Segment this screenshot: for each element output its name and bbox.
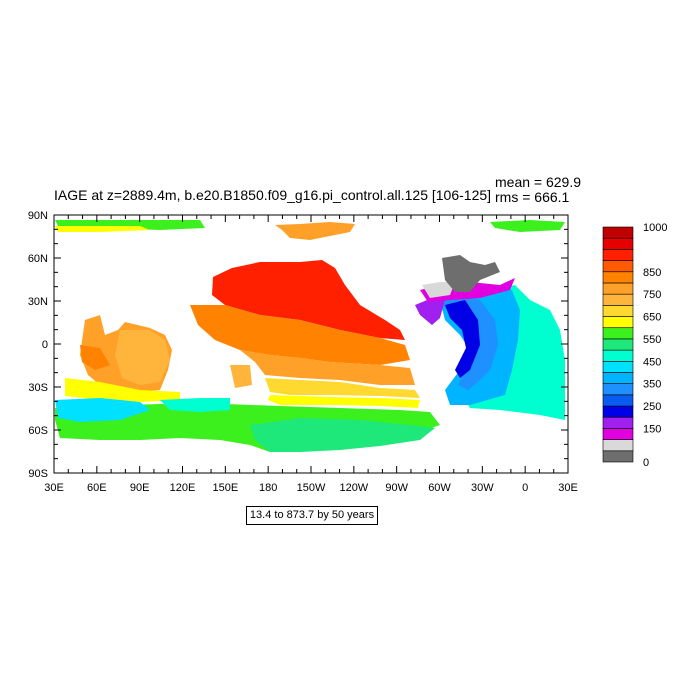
colorbar-label: 450 — [643, 356, 661, 368]
colorbar-box — [602, 327, 634, 340]
colorbar-box — [602, 372, 634, 384]
x-tick-label: 90E — [130, 482, 150, 494]
colorbar-box — [602, 226, 634, 239]
ocean-region — [250, 418, 435, 452]
x-tick-label: 30E — [44, 482, 64, 494]
colorbar-box — [602, 260, 634, 273]
ocean-region — [442, 255, 500, 292]
colorbar-box — [602, 360, 634, 373]
colorbar-box — [602, 416, 634, 429]
colorbar-box — [602, 428, 634, 440]
colorbar-label: 350 — [643, 379, 661, 391]
rms-value: rms = 666.1 — [495, 189, 570, 205]
colorbar-label: 250 — [643, 401, 661, 413]
ocean-region — [230, 365, 252, 388]
x-tick-label: 60E — [87, 482, 107, 494]
colorbar-label: 750 — [643, 289, 661, 301]
colorbar-box — [602, 316, 634, 329]
ocean-region — [55, 398, 150, 422]
ocean-region — [240, 350, 415, 385]
ocean-region — [65, 378, 180, 402]
y-tick-label: 90S — [28, 468, 48, 480]
colorbar-box — [602, 439, 634, 452]
x-tick-label: 30W — [471, 482, 494, 494]
colorbar-label: 850 — [643, 267, 661, 279]
colorbar-box — [602, 282, 634, 295]
colorbar-box — [602, 338, 634, 351]
colorbar-box — [602, 349, 634, 362]
ocean-region — [275, 222, 355, 240]
y-tick-label: 30S — [28, 382, 48, 394]
ocean-region — [415, 298, 445, 325]
x-tick-label: 30E — [558, 482, 578, 494]
x-tick-label: 60W — [428, 482, 451, 494]
map-title: IAGE at z=2889.4m, b.e20.B1850.f09_g16.p… — [54, 187, 492, 203]
colorbar-label: 650 — [643, 312, 661, 324]
mean-value: mean = 629.9 — [495, 174, 582, 190]
x-tick-label: 150E — [212, 482, 238, 494]
ocean-region — [490, 220, 565, 232]
y-tick-label: 60N — [28, 253, 48, 265]
colorbar-label: 150 — [643, 423, 661, 435]
colorbar-box — [602, 383, 634, 396]
ocean-region — [212, 260, 405, 340]
colorbar-labels: 0 150 250 350 450 550 650 750 850 1000 — [643, 222, 667, 469]
colorbar-label: 1000 — [643, 222, 667, 234]
colorbar-box — [602, 249, 634, 261]
ocean-region — [115, 330, 170, 385]
colorbar-box — [602, 305, 634, 317]
colorbar-box — [602, 293, 634, 306]
x-tick-label: 0 — [522, 482, 528, 494]
ocean-region — [190, 305, 410, 365]
contour-interval-label: 13.4 to 873.7 by 50 years — [246, 506, 378, 525]
y-tick-label: 30N — [28, 296, 48, 308]
ocean-region — [160, 398, 230, 412]
y-tick-label: 0 — [42, 339, 48, 351]
colorbar-label: 550 — [643, 334, 661, 346]
ocean-region — [268, 395, 420, 408]
y-tick-label: 90N — [28, 210, 48, 222]
colorbar-box — [602, 237, 634, 250]
x-tick-label: 120E — [170, 482, 196, 494]
ocean-region — [445, 300, 480, 378]
colorbar-box — [602, 450, 634, 463]
colorbar-box — [602, 394, 634, 407]
colorbar-box — [602, 405, 634, 418]
colorbar-box — [602, 271, 634, 284]
axis-layer: 30E 60E 90E 120E 150E 180 150W 120W 90W 60W 30W 0 30… — [28, 210, 578, 494]
x-tick-label: 90W — [385, 482, 408, 494]
x-tick-label: 150W — [297, 482, 326, 494]
ocean-region — [80, 345, 110, 370]
x-tick-label: 120W — [339, 482, 368, 494]
colorbar-label: 0 — [643, 457, 649, 469]
colorbar-boxes — [602, 226, 634, 463]
ocean-fill-layer — [55, 220, 565, 452]
ocean-region — [55, 226, 150, 232]
x-tick-label: 180 — [259, 482, 277, 494]
y-tick-label: 60S — [28, 425, 48, 437]
ocean-region — [265, 378, 420, 398]
ocean-region — [422, 282, 455, 298]
